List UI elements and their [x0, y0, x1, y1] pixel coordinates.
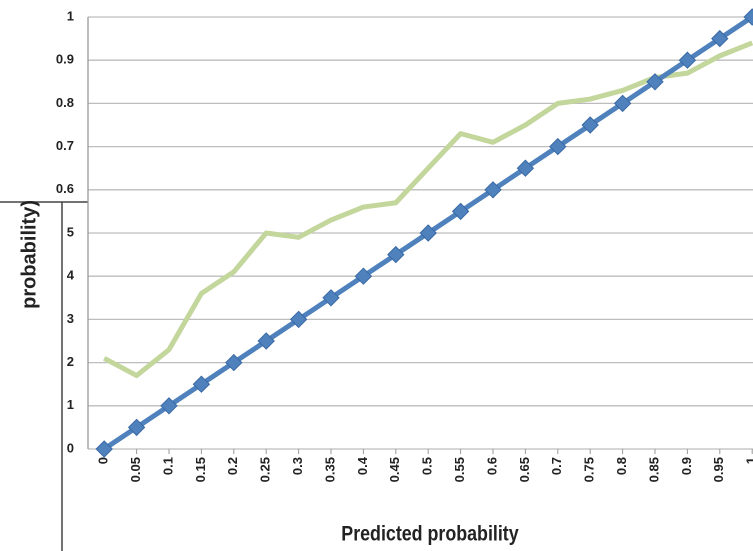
point-marker	[484, 181, 502, 199]
point-marker	[354, 267, 373, 285]
point-marker	[257, 332, 275, 350]
x-axis-title: Predicted probability	[341, 522, 519, 546]
point-marker	[419, 224, 437, 242]
x-tick-label: 0.15	[193, 457, 208, 482]
y-tick-label: 0.6	[56, 181, 74, 196]
x-tick-label: 0.45	[387, 457, 402, 482]
x-tick-label: 0.6	[484, 457, 499, 475]
point-marker	[451, 202, 470, 221]
x-tick-label: 0.65	[517, 457, 532, 482]
y-tick-label: 5	[67, 224, 74, 239]
point-marker	[743, 8, 753, 26]
point-marker	[160, 397, 178, 415]
y-tick-label: 1	[67, 8, 74, 23]
y-tick-label: 2	[67, 354, 74, 369]
x-tick-label: 0.4	[355, 456, 370, 475]
x-tick-label: 0.5	[420, 457, 435, 475]
x-tick-label: 0.25	[258, 457, 273, 482]
point-marker	[678, 51, 697, 69]
x-tick-label: 0.85	[646, 457, 661, 482]
series-line	[103, 40, 753, 379]
x-tick-label: 0.05	[128, 457, 143, 482]
y-tick-label: 3	[67, 311, 74, 326]
point-marker	[516, 159, 535, 177]
y-tick-label: 0.9	[56, 52, 74, 67]
point-marker	[549, 137, 567, 156]
point-marker	[613, 94, 632, 113]
x-tick-label: 0.75	[582, 457, 597, 482]
x-tick-label: 0.9	[679, 457, 694, 475]
point-marker	[289, 310, 308, 329]
point-marker	[322, 289, 340, 307]
x-tick-label: 0.55	[452, 457, 467, 482]
y-tick-label: 0.8	[56, 95, 74, 110]
y-tick-label: 0.7	[56, 138, 74, 153]
point-marker	[646, 73, 664, 91]
x-tick-label: 0.35	[322, 457, 337, 482]
point-marker	[711, 29, 729, 48]
point-marker	[127, 418, 146, 437]
point-marker	[387, 245, 405, 264]
point-marker	[225, 353, 243, 372]
y-tick-label: 0	[67, 440, 74, 455]
x-tick-label: 0.7	[549, 457, 564, 475]
x-tick-label: 0.8	[614, 457, 629, 475]
x-tick-label: 0.95	[711, 457, 726, 482]
x-tick-label: 0.3	[290, 457, 305, 475]
x-tick-label: 0	[96, 457, 111, 464]
point-marker	[192, 375, 211, 393]
x-tick-label: 1	[744, 457, 753, 464]
x-tick-label: 0.1	[160, 457, 175, 475]
x-tick-label: 0.2	[225, 457, 240, 475]
y-tick-label: 4	[67, 268, 75, 283]
point-marker	[95, 440, 113, 458]
y-axis-title: probability)	[18, 200, 40, 309]
point-marker	[581, 116, 599, 134]
y-tick-label: 1	[67, 397, 74, 412]
